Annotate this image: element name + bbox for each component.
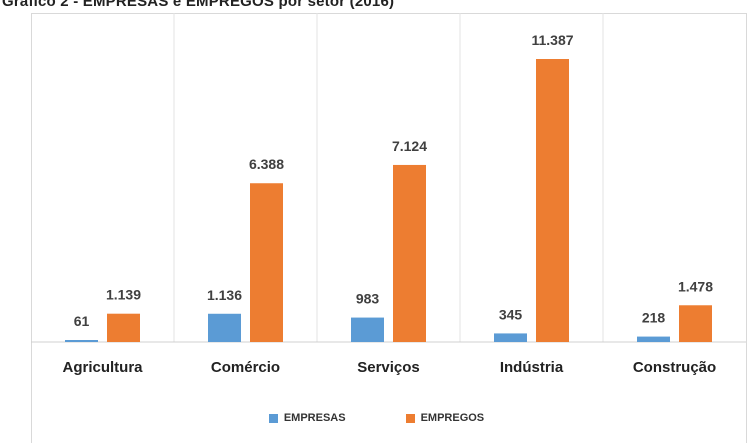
legend-label-empresas: EMPRESAS [283, 412, 346, 424]
bar-empresas [351, 317, 384, 342]
chart-title: Gráfico 2 - EMPRESAS e EMPREGOS por seto… [2, 0, 395, 10]
legend-item-empresas: EMPRESAS [268, 412, 346, 424]
chart-frame [31, 13, 747, 443]
category-label: Agricultura [62, 359, 143, 376]
bar-empregos [393, 164, 426, 342]
data-label-empresas: 1.136 [207, 287, 242, 303]
bar-empregos [536, 59, 569, 342]
chart-legend: EMPRESAS EMPREGOS [0, 412, 753, 424]
data-label-empresas: 218 [642, 310, 666, 326]
legend-swatch-empresas [268, 413, 278, 423]
data-label-empregos: 6.388 [249, 156, 284, 172]
bar-empregos [107, 313, 140, 342]
data-label-empresas: 983 [356, 291, 380, 307]
bar-empresas [637, 336, 670, 342]
bar-empresas [208, 313, 241, 342]
category-label: Serviços [357, 359, 420, 376]
data-label-empregos: 1.478 [678, 278, 713, 294]
bar-empregos [679, 305, 712, 342]
data-label-empregos: 11.387 [531, 32, 573, 48]
legend-label-empregos: EMPREGOS [420, 412, 485, 424]
data-label-empresas: 61 [74, 313, 90, 329]
bar-chart: 61 1.139 Agricultura 1.136 6.388 Comércio 983 7… [31, 13, 746, 376]
data-label-empresas: 345 [499, 306, 523, 322]
bar-empregos [250, 183, 283, 342]
data-label-empregos: 1.139 [106, 287, 141, 303]
legend-item-empregos: EMPREGOS [405, 412, 485, 424]
data-label-empregos: 7.124 [392, 138, 427, 154]
bar-empresas [494, 333, 527, 342]
bar-empresas [65, 340, 98, 342]
category-label: Construção [633, 359, 716, 376]
legend-swatch-empregos [405, 413, 415, 423]
category-label: Indústria [500, 359, 564, 376]
category-label: Comércio [211, 359, 280, 376]
